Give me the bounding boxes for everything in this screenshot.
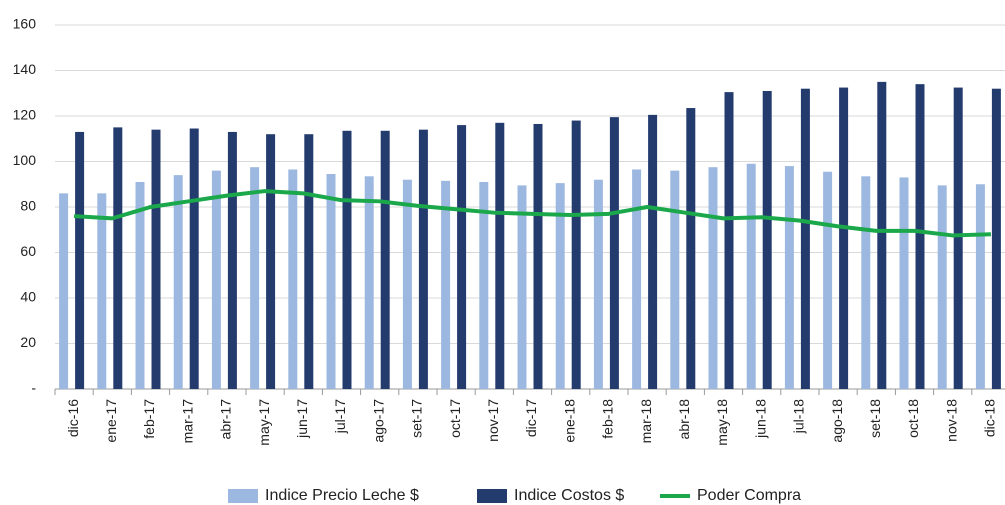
bar — [402, 179, 412, 389]
bar — [839, 87, 849, 389]
bar — [915, 84, 925, 390]
bar — [97, 193, 107, 389]
line — [73, 189, 991, 238]
x-tick-label: ene-18 — [561, 399, 577, 443]
x-tick-label: nov-17 — [485, 399, 501, 442]
bar — [441, 180, 451, 389]
bar — [288, 169, 298, 389]
bar — [800, 88, 810, 389]
bar — [479, 181, 489, 389]
legend-label: Indice Costos $ — [514, 487, 624, 504]
x-tick-label: set-17 — [409, 399, 425, 438]
bar — [953, 87, 963, 389]
bar — [991, 88, 1001, 389]
x-tick-label: dic-16 — [65, 399, 81, 437]
bar — [784, 166, 794, 389]
x-tick-label: abr-17 — [218, 399, 234, 440]
bar — [648, 114, 658, 390]
bar — [609, 117, 619, 389]
x-tick-label: abr-18 — [676, 399, 692, 440]
x-tick-label: oct-17 — [447, 399, 463, 438]
x-tick-label: may-18 — [714, 399, 730, 446]
x-tick-label: jul-17 — [332, 399, 348, 434]
bar — [380, 130, 390, 389]
legend-swatch — [228, 489, 258, 503]
bar — [899, 177, 909, 389]
bar — [593, 179, 603, 389]
bar — [151, 129, 161, 389]
bar — [304, 134, 314, 389]
bar — [113, 127, 123, 389]
bar — [861, 176, 871, 389]
x-tick-label: feb-18 — [600, 399, 616, 439]
x-tick-label: jun-18 — [752, 399, 768, 439]
y-tick-label: 80 — [20, 198, 36, 214]
bar — [533, 123, 543, 390]
bar — [724, 92, 734, 390]
x-tick-label: may-17 — [256, 399, 272, 446]
bar — [686, 108, 696, 389]
bar — [418, 129, 428, 389]
bar — [975, 184, 985, 389]
bar — [342, 130, 352, 389]
x-tick-label: ene-17 — [103, 399, 119, 443]
bar — [762, 90, 772, 389]
x-tick-label: ago-18 — [829, 399, 845, 443]
bar — [823, 171, 833, 389]
x-tick-label: oct-18 — [905, 399, 921, 438]
legend: Indice Precio Leche $ Indice Costos $ Pode… — [228, 487, 801, 504]
x-tick-label: dic-17 — [523, 399, 539, 437]
bar — [250, 167, 260, 389]
y-tick-label: 40 — [20, 289, 36, 305]
y-tick-label: 100 — [13, 152, 37, 168]
y-tick-label: 160 — [13, 16, 37, 32]
bar — [364, 176, 374, 389]
x-tick-label: mar-17 — [179, 399, 195, 444]
bar — [227, 131, 237, 390]
bar — [670, 170, 680, 389]
legend-swatch — [477, 489, 507, 503]
x-tick-label: mar-18 — [638, 399, 654, 444]
x-tick-label: nov-18 — [943, 399, 959, 442]
bar — [708, 167, 718, 389]
bar — [877, 81, 887, 389]
bar — [59, 193, 69, 389]
bar — [555, 183, 565, 389]
bar — [632, 169, 642, 389]
bar — [75, 131, 85, 390]
bar — [266, 134, 276, 389]
y-tick-label: 60 — [20, 243, 36, 259]
y-tick-label: - — [31, 380, 36, 396]
bar — [211, 170, 221, 389]
bar — [517, 185, 527, 389]
y-tick-label: 140 — [13, 61, 37, 77]
bar — [326, 174, 336, 389]
x-tick-label: dic-18 — [982, 399, 998, 437]
x-tick-label: jun-17 — [294, 399, 310, 439]
bar — [495, 122, 505, 389]
bar — [173, 175, 183, 389]
bar — [937, 185, 947, 389]
y-tick-label: 20 — [20, 334, 36, 350]
x-tick-label: set-18 — [867, 399, 883, 438]
legend-label: Poder Compra — [697, 487, 801, 504]
bar — [571, 120, 581, 390]
bar — [135, 181, 145, 389]
bar — [457, 125, 467, 389]
x-tick-label: feb-17 — [141, 399, 157, 439]
x-tick-label: ago-17 — [370, 399, 386, 443]
legend-label: Indice Precio Leche $ — [265, 487, 419, 504]
x-tick-label: jul-18 — [791, 399, 807, 434]
bar — [746, 163, 756, 389]
y-tick-label: 120 — [13, 107, 37, 123]
bar — [189, 128, 199, 389]
